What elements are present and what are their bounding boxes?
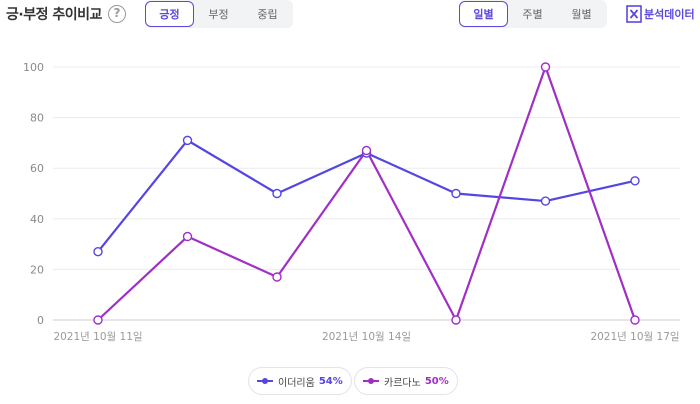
y-tick-label: 80	[30, 112, 44, 125]
x-tick-label: 2021년 10월 17일	[590, 330, 679, 343]
data-point	[451, 315, 461, 325]
legend-marker-icon	[257, 378, 273, 384]
data-point	[451, 188, 461, 199]
data-point	[93, 315, 103, 325]
data-point	[272, 188, 282, 199]
line-chart: 0 20 40 60 80 100 2021년 10월 11일 2021년 10월 14일 20…	[23, 61, 680, 343]
tab-positive[interactable]: 긍정	[145, 1, 194, 27]
chart-title: 긍·부정 추이비교	[6, 7, 102, 23]
x-tick-label: 2021년 10월 14일	[322, 330, 411, 343]
analysis-data-button[interactable]: 분석데이터	[626, 4, 695, 24]
data-point	[182, 135, 193, 146]
tab-weekly[interactable]: 주별	[522, 8, 543, 21]
sentiment-tab-group: 긍정 부정 중립	[145, 0, 293, 28]
data-point	[540, 196, 551, 206]
help-icon[interactable]: ?	[108, 5, 126, 23]
y-tick-label: 100	[23, 61, 44, 74]
data-point	[182, 231, 193, 242]
analysis-data-label: 분석데이터	[644, 8, 695, 21]
data-point	[93, 246, 103, 257]
data-point	[630, 315, 640, 325]
legend-marker-icon	[363, 378, 379, 384]
y-tick-label: 40	[30, 213, 44, 226]
legend-series-percent: 54%	[318, 375, 343, 387]
y-tick-label: 0	[37, 314, 44, 327]
tab-monthly[interactable]: 월별	[571, 8, 592, 21]
data-point	[361, 145, 372, 156]
x-tick-label: 2021년 10월 11일	[53, 330, 142, 343]
y-tick-label: 20	[30, 263, 44, 276]
excel-icon	[626, 5, 642, 23]
tab-daily[interactable]: 일별	[459, 1, 508, 27]
data-point	[630, 176, 640, 186]
legend-series-name: 이더리움	[278, 377, 315, 389]
data-point	[272, 272, 282, 282]
tab-negative[interactable]: 부정	[208, 8, 229, 21]
y-tick-label: 60	[30, 162, 44, 175]
series-line	[97, 65, 637, 322]
period-tab-group: 일별 주별 월별	[459, 0, 607, 28]
legend-item-cardano[interactable]: 카르다노 50%	[354, 367, 458, 395]
legend-series-percent: 50%	[424, 375, 449, 387]
legend-item-ethereum[interactable]: 이더리움 54%	[248, 367, 352, 395]
tab-neutral[interactable]: 중립	[257, 8, 278, 21]
data-point	[540, 62, 551, 72]
legend-series-name: 카르다노	[384, 377, 421, 389]
